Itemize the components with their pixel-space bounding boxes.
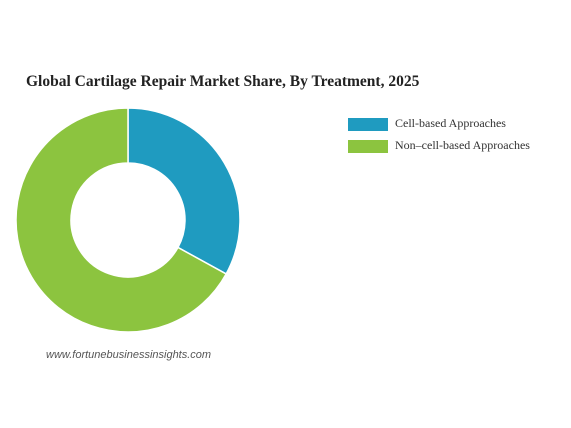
- legend-swatch: [348, 140, 388, 153]
- source: www.fortunebusinessinsights.com: [46, 349, 211, 361]
- chart-title: Global Cartilage Repair Market Share, By…: [26, 73, 420, 90]
- slice: [15, 107, 228, 333]
- slice: [127, 107, 241, 275]
- legend-swatch: [348, 118, 388, 131]
- legend-label: Cell-based Approaches: [395, 116, 506, 130]
- legend-label: Non–cell-based Approaches: [395, 138, 530, 152]
